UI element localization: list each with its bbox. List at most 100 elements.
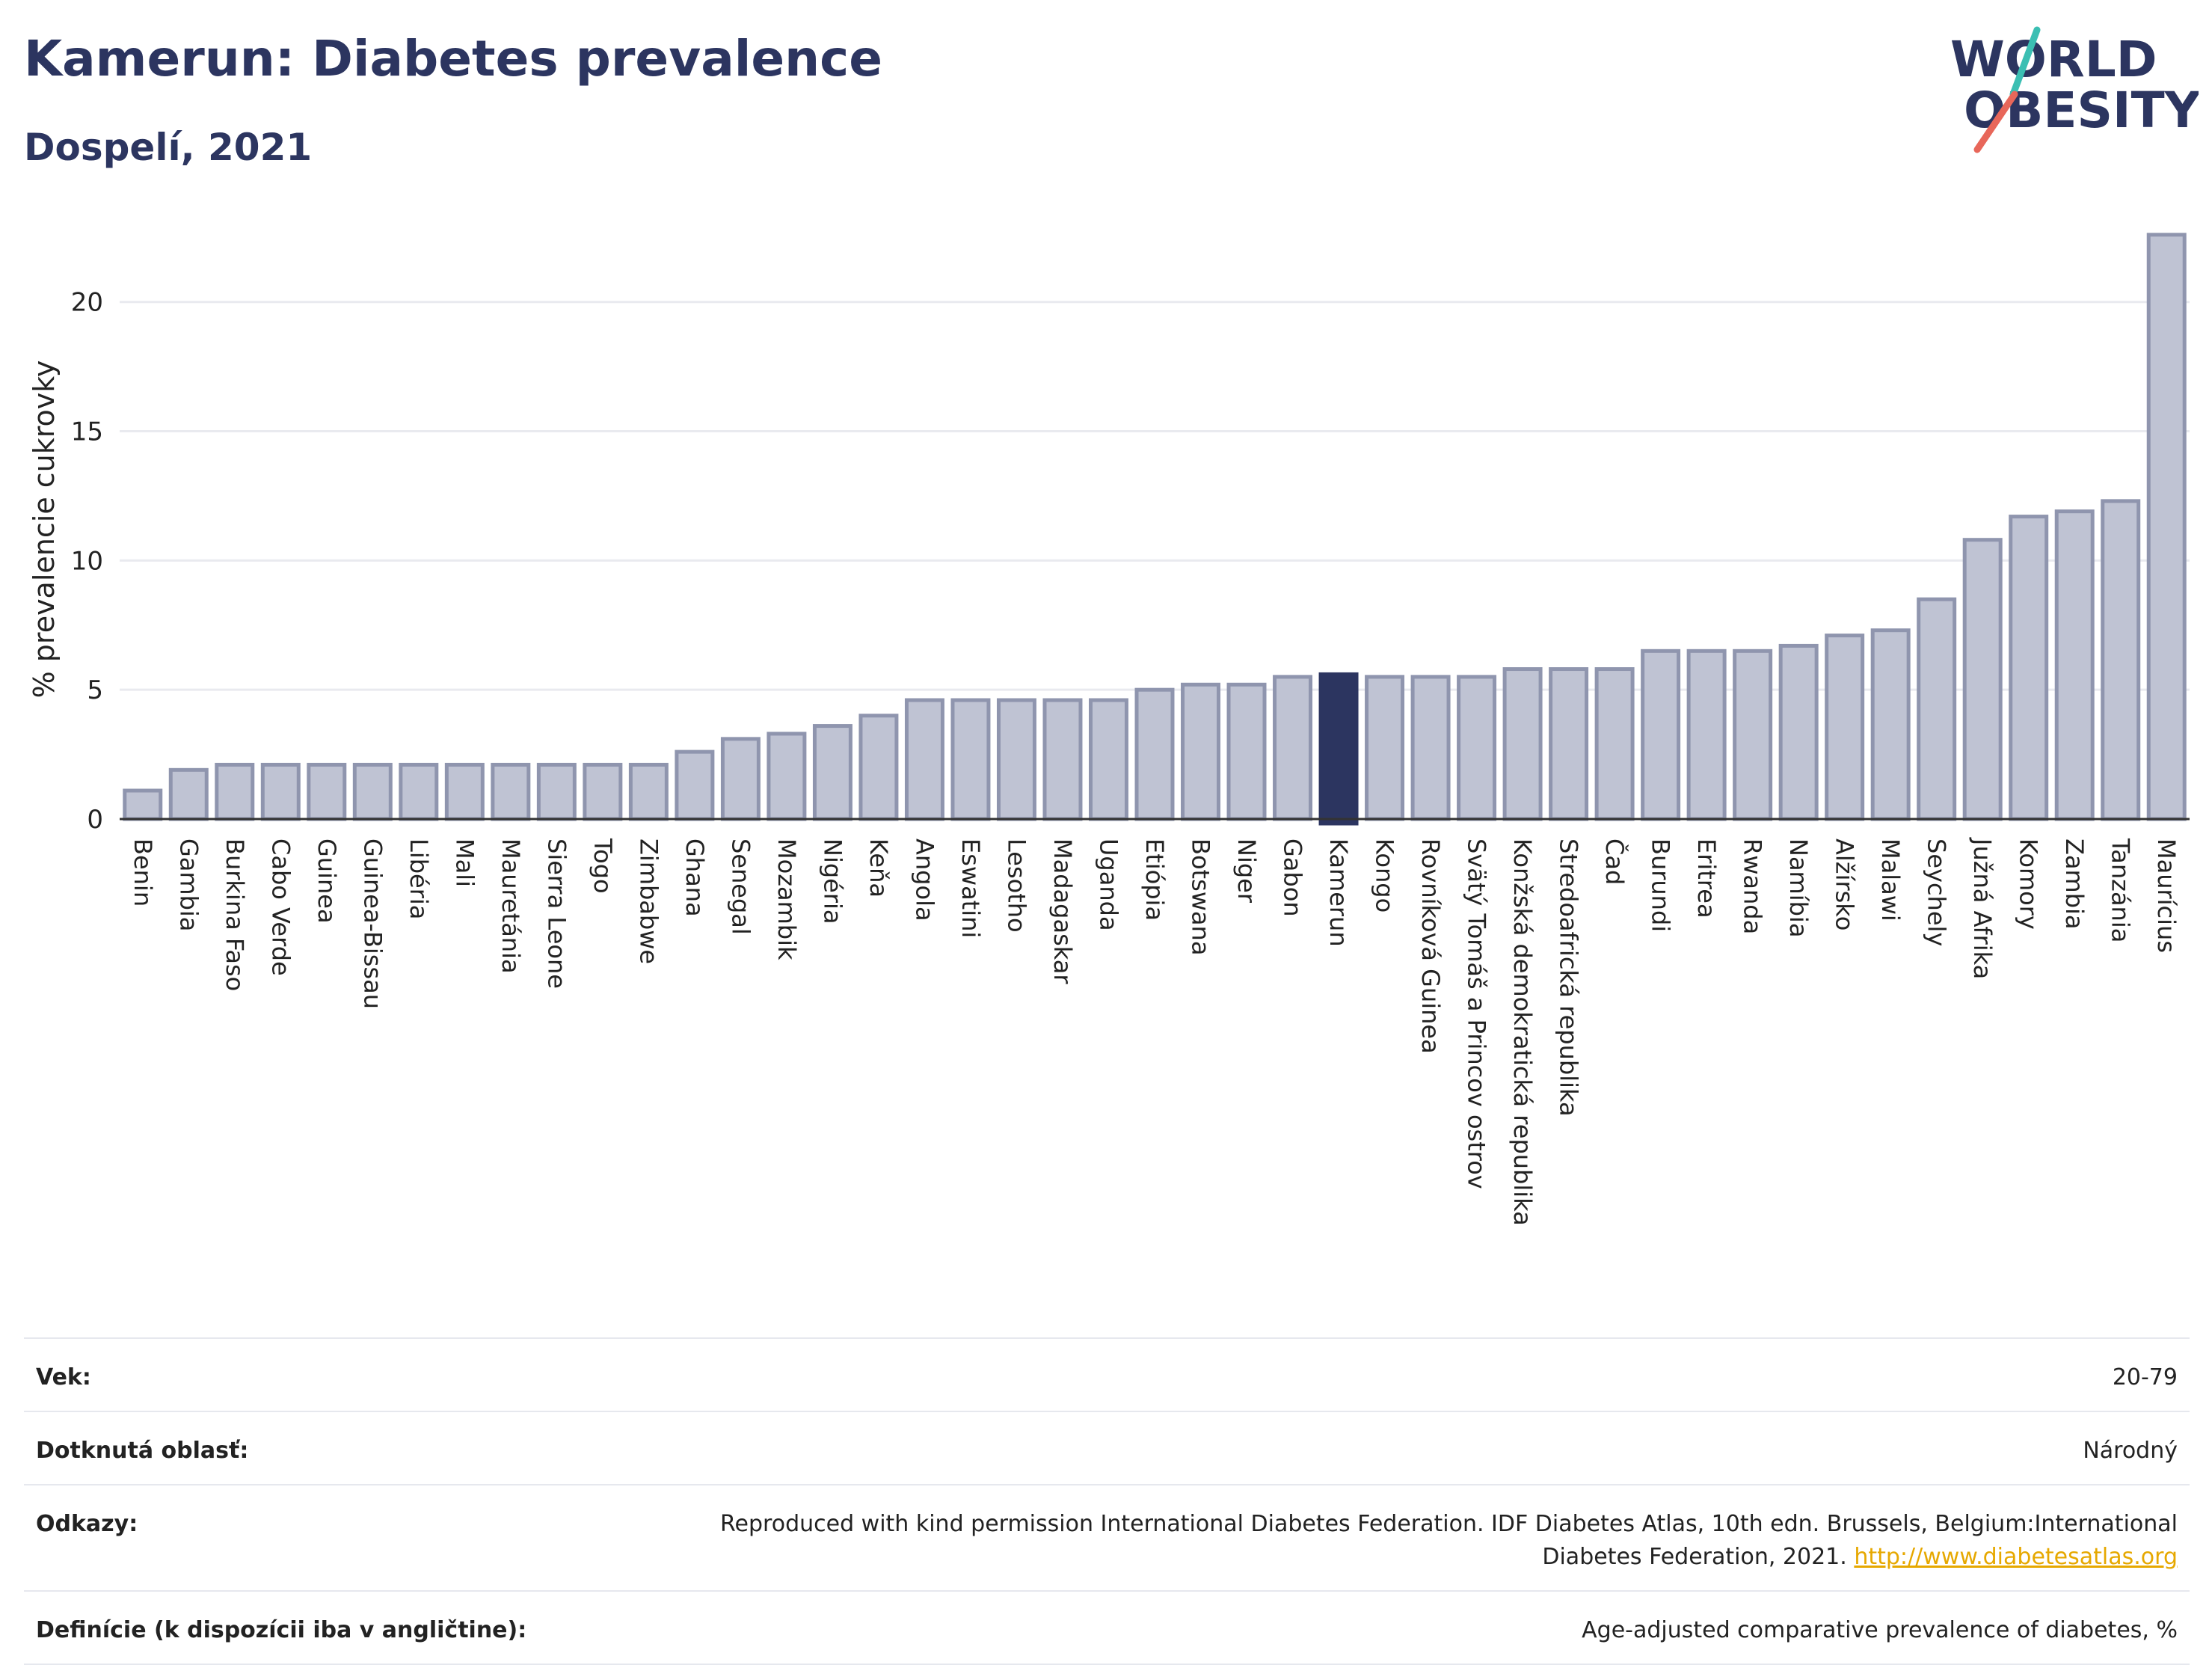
x-tick-label: Togo [589,838,617,894]
bar[interactable] [1457,675,1497,821]
bar[interactable] [720,737,761,821]
bar[interactable] [1962,538,2003,821]
bar[interactable] [1226,682,1267,821]
meta-row-definition: Definície (k dispozícii iba v angličtine… [24,1590,2190,1665]
x-tick-label: Botswana [1187,838,1215,955]
bar[interactable] [858,714,899,821]
bar[interactable] [491,762,531,821]
y-tick-label: 0 [87,805,103,835]
x-tick-label: Lesotho [1002,838,1030,933]
bar[interactable] [307,762,347,821]
bar[interactable] [904,698,944,821]
y-axis-labels: 0 5 10 15 20 [71,288,103,835]
bar[interactable] [168,767,209,821]
bar[interactable] [1502,667,1543,821]
bar[interactable] [1318,672,1359,826]
bar[interactable] [123,788,163,821]
x-tick-label: Guinea [313,838,341,924]
meta-value: Reproduced with kind permission Internat… [645,1508,2178,1574]
x-tick-label: Gambia [174,838,203,931]
bar[interactable] [1825,634,1865,821]
x-tick-label: Etiópia [1140,838,1169,921]
x-tick-label: Kamerun [1324,838,1353,947]
bar[interactable] [583,762,623,821]
bar[interactable] [1365,675,1405,821]
reference-text: Reproduced with kind permission Internat… [720,1511,2178,1570]
diabetes-atlas-link[interactable]: http://www.diabetesatlas.org [1854,1544,2178,1570]
bar[interactable] [1134,687,1175,821]
x-tick-label: Južná Afrika [1968,837,1997,979]
meta-key: Vek: [36,1364,91,1390]
bar[interactable] [536,762,577,821]
bar[interactable] [2009,515,2049,821]
bar[interactable] [812,724,852,821]
x-tick-label: Stredoafrická republika [1555,838,1583,1117]
x-tick-label: Kongo [1371,838,1399,913]
bar[interactable] [1088,698,1128,821]
x-tick-label: Gabon [1279,838,1307,917]
bar[interactable] [2146,233,2187,821]
x-tick-label: Rwanda [1739,838,1767,934]
bar[interactable] [1181,682,1221,821]
x-tick-label: Uganda [1094,838,1122,931]
x-tick-label: Komory [2015,838,2043,930]
x-tick-label: Guinea-Bissau [358,838,387,1009]
bar[interactable] [1410,675,1451,821]
bar[interactable] [2101,499,2141,821]
x-tick-label: Sierra Leone [542,838,571,989]
bar[interactable] [950,698,991,821]
x-tick-label: Čad [1600,838,1629,885]
page-subtitle: Dospelí, 2021 [24,126,313,169]
bar[interactable] [2054,509,2095,821]
bar[interactable] [1733,648,1773,821]
x-tick-label: Nigéria [818,838,847,924]
bar[interactable] [766,732,807,821]
bar[interactable] [1641,648,1681,821]
x-tick-label: Senegal [726,838,755,935]
x-tick-label: Ghana [681,838,709,917]
x-tick-label: Zimbabwe [634,838,663,964]
bar[interactable] [260,762,301,821]
metadata-table: Vek: 20-79 Dotknutá oblasť: Národný Odka… [24,1337,2190,1665]
meta-row-age: Vek: 20-79 [24,1337,2190,1411]
world-obesity-logo: WORLD OBESITY [1950,26,2199,153]
bar[interactable] [1778,643,1819,821]
x-tick-label: Burundi [1647,838,1675,932]
bar[interactable] [1042,698,1083,821]
meta-value: Národný [2083,1438,2178,1464]
x-tick-label: Cabo Verde [266,838,295,976]
y-tick-label: 5 [87,675,103,705]
bar[interactable] [399,762,439,821]
x-tick-label: Keňa [864,838,893,898]
bar[interactable] [215,762,255,821]
bar[interactable] [996,698,1036,821]
bar[interactable] [1594,667,1635,821]
logo-slash-red [1973,91,2018,153]
bar[interactable] [628,762,669,821]
bar[interactable] [1273,675,1313,821]
x-tick-label: Eritrea [1692,838,1721,919]
y-tick-label: 10 [71,546,103,576]
meta-key: Dotknutá oblasť: [36,1438,249,1464]
bar[interactable] [1917,597,1957,821]
bar[interactable] [1870,628,1911,821]
bar[interactable] [1686,648,1727,821]
bar[interactable] [675,749,715,821]
logo-line-1: WORLD [1950,31,2157,88]
x-tick-label: Libéria [405,838,433,919]
meta-key: Odkazy: [36,1511,138,1537]
x-tick-label: Zambia [2060,838,2089,930]
bars [123,233,2187,826]
x-tick-label: Svätý Tomáš a Princov ostrov [1463,838,1491,1189]
x-tick-label: Mozambik [772,838,801,960]
logo-slash-teal [2009,26,2041,98]
y-axis-title: % prevalencie cukrovky [28,361,61,699]
page-title: Kamerun: Diabetes prevalence [24,30,883,88]
meta-row-area: Dotknutá oblasť: Národný [24,1411,2190,1484]
y-tick-label: 15 [71,417,103,447]
x-axis-labels: Benin Gambia Burkina Faso Cabo Verde Guinea G… [129,837,2181,1226]
bar[interactable] [444,762,485,821]
bar[interactable] [352,762,393,821]
bar[interactable] [1549,667,1589,821]
meta-row-references: Odkazy: Reproduced with kind permission … [24,1484,2190,1590]
